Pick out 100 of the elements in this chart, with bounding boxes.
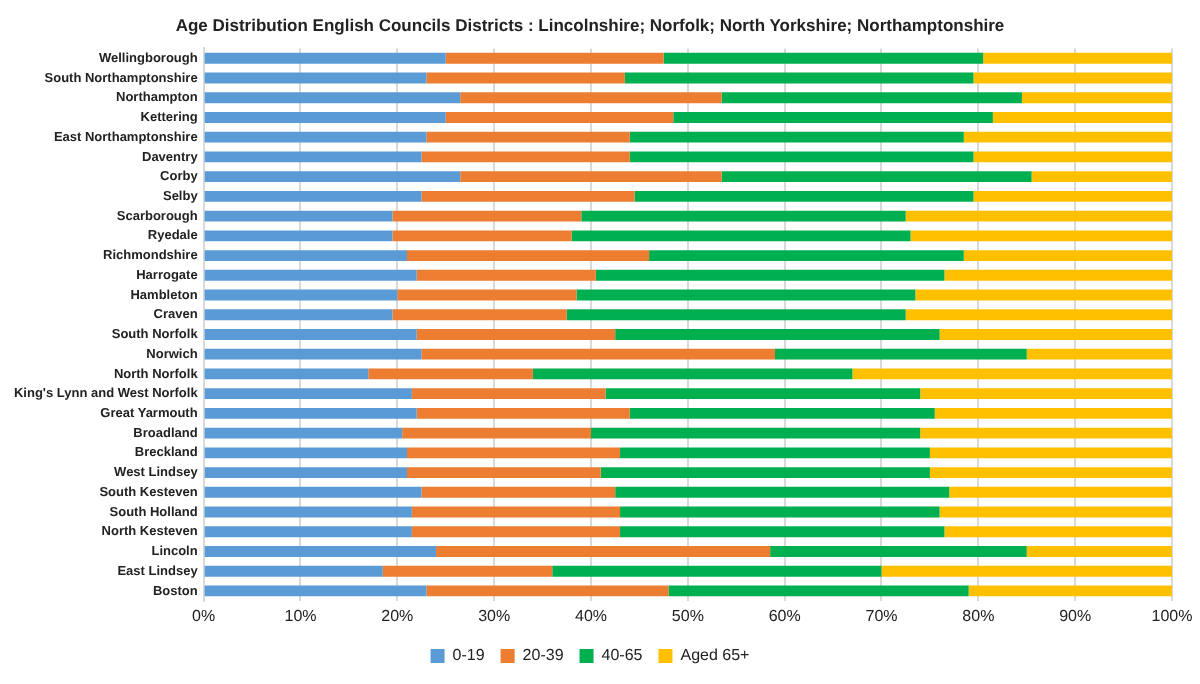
bar bbox=[629, 407, 935, 419]
bar bbox=[204, 427, 403, 439]
bar bbox=[581, 210, 906, 222]
bar bbox=[204, 309, 393, 321]
bar bbox=[392, 210, 582, 222]
bar bbox=[663, 52, 984, 64]
legend-label: 20-39 bbox=[522, 646, 565, 665]
bar bbox=[949, 486, 1172, 498]
bar bbox=[204, 447, 408, 459]
bar bbox=[421, 486, 616, 498]
x-tick-label: 90% bbox=[1059, 606, 1092, 625]
bar bbox=[204, 171, 461, 183]
bar bbox=[416, 269, 596, 281]
bar bbox=[920, 427, 1172, 439]
bar bbox=[392, 230, 572, 242]
bar bbox=[915, 289, 1172, 301]
bar bbox=[204, 92, 461, 104]
bar bbox=[963, 131, 1172, 143]
bar bbox=[920, 388, 1172, 400]
bar bbox=[436, 546, 771, 557]
bar bbox=[634, 190, 974, 202]
bar bbox=[600, 467, 930, 478]
bar bbox=[411, 388, 606, 400]
chart-title: Age Distribution English Councils Districts : Lincolnshire; Norfolk; North Yorkshire; Northamptonshire bbox=[175, 14, 1005, 35]
bar bbox=[905, 309, 1172, 321]
bar bbox=[881, 565, 1172, 577]
bar bbox=[929, 447, 1172, 459]
bar bbox=[963, 250, 1172, 261]
bar bbox=[929, 467, 1172, 478]
bar bbox=[552, 565, 882, 577]
bar bbox=[992, 112, 1172, 123]
bar bbox=[204, 151, 422, 163]
bar bbox=[445, 112, 674, 123]
bar bbox=[204, 230, 393, 242]
bar bbox=[1026, 348, 1172, 360]
x-tick-label: 40% bbox=[574, 606, 608, 625]
bar bbox=[204, 131, 427, 143]
bar bbox=[620, 506, 940, 518]
bar bbox=[402, 427, 591, 439]
legend-label: Aged 65+ bbox=[680, 646, 751, 665]
bar bbox=[416, 407, 630, 419]
bar bbox=[973, 190, 1172, 202]
bar bbox=[204, 506, 412, 518]
bar bbox=[620, 447, 930, 459]
x-tick-label: 100% bbox=[1151, 606, 1193, 625]
bar bbox=[595, 269, 945, 281]
bar bbox=[204, 546, 437, 557]
bar bbox=[204, 565, 383, 577]
x-tick-label: 0% bbox=[192, 606, 216, 625]
bar bbox=[426, 131, 630, 143]
bar bbox=[615, 329, 940, 340]
bar bbox=[421, 190, 635, 202]
bar bbox=[532, 368, 853, 380]
bar bbox=[590, 427, 921, 439]
bar bbox=[973, 151, 1172, 163]
bar bbox=[204, 72, 427, 84]
bar bbox=[421, 151, 630, 163]
bar bbox=[204, 526, 412, 538]
bar bbox=[721, 171, 1032, 183]
x-tick-label: 30% bbox=[478, 606, 511, 625]
bar bbox=[204, 269, 417, 281]
bar bbox=[852, 368, 1172, 380]
x-tick-label: 10% bbox=[284, 606, 317, 625]
bar bbox=[416, 329, 616, 340]
bar bbox=[204, 190, 422, 202]
bar bbox=[673, 112, 993, 123]
bar bbox=[445, 52, 664, 64]
bar bbox=[774, 348, 1027, 360]
bar bbox=[407, 467, 601, 478]
bar bbox=[668, 585, 969, 597]
x-tick-label: 60% bbox=[768, 606, 801, 625]
bar bbox=[905, 210, 1172, 222]
bar bbox=[204, 52, 446, 64]
bar bbox=[1026, 546, 1172, 557]
bar bbox=[566, 309, 906, 321]
x-tick-label: 70% bbox=[865, 606, 898, 625]
bar bbox=[910, 230, 1172, 242]
bar bbox=[571, 230, 911, 242]
bar bbox=[204, 368, 369, 380]
bar bbox=[460, 171, 722, 183]
bar bbox=[939, 329, 1172, 340]
bar bbox=[1031, 171, 1172, 183]
bar bbox=[629, 131, 964, 143]
bar bbox=[605, 388, 921, 400]
bar bbox=[204, 348, 422, 360]
bar bbox=[983, 52, 1172, 64]
legend-label: 40-65 bbox=[601, 646, 644, 665]
bar bbox=[1021, 92, 1172, 104]
bar bbox=[620, 526, 945, 538]
bar bbox=[204, 407, 417, 419]
bar bbox=[973, 72, 1172, 84]
x-tick-label: 20% bbox=[381, 606, 414, 625]
bar bbox=[368, 368, 533, 380]
bar bbox=[944, 526, 1172, 538]
bar bbox=[204, 250, 408, 261]
bar bbox=[770, 546, 1027, 557]
bar bbox=[397, 289, 577, 301]
bar bbox=[204, 388, 412, 400]
bar bbox=[615, 486, 950, 498]
bar bbox=[721, 92, 1022, 104]
